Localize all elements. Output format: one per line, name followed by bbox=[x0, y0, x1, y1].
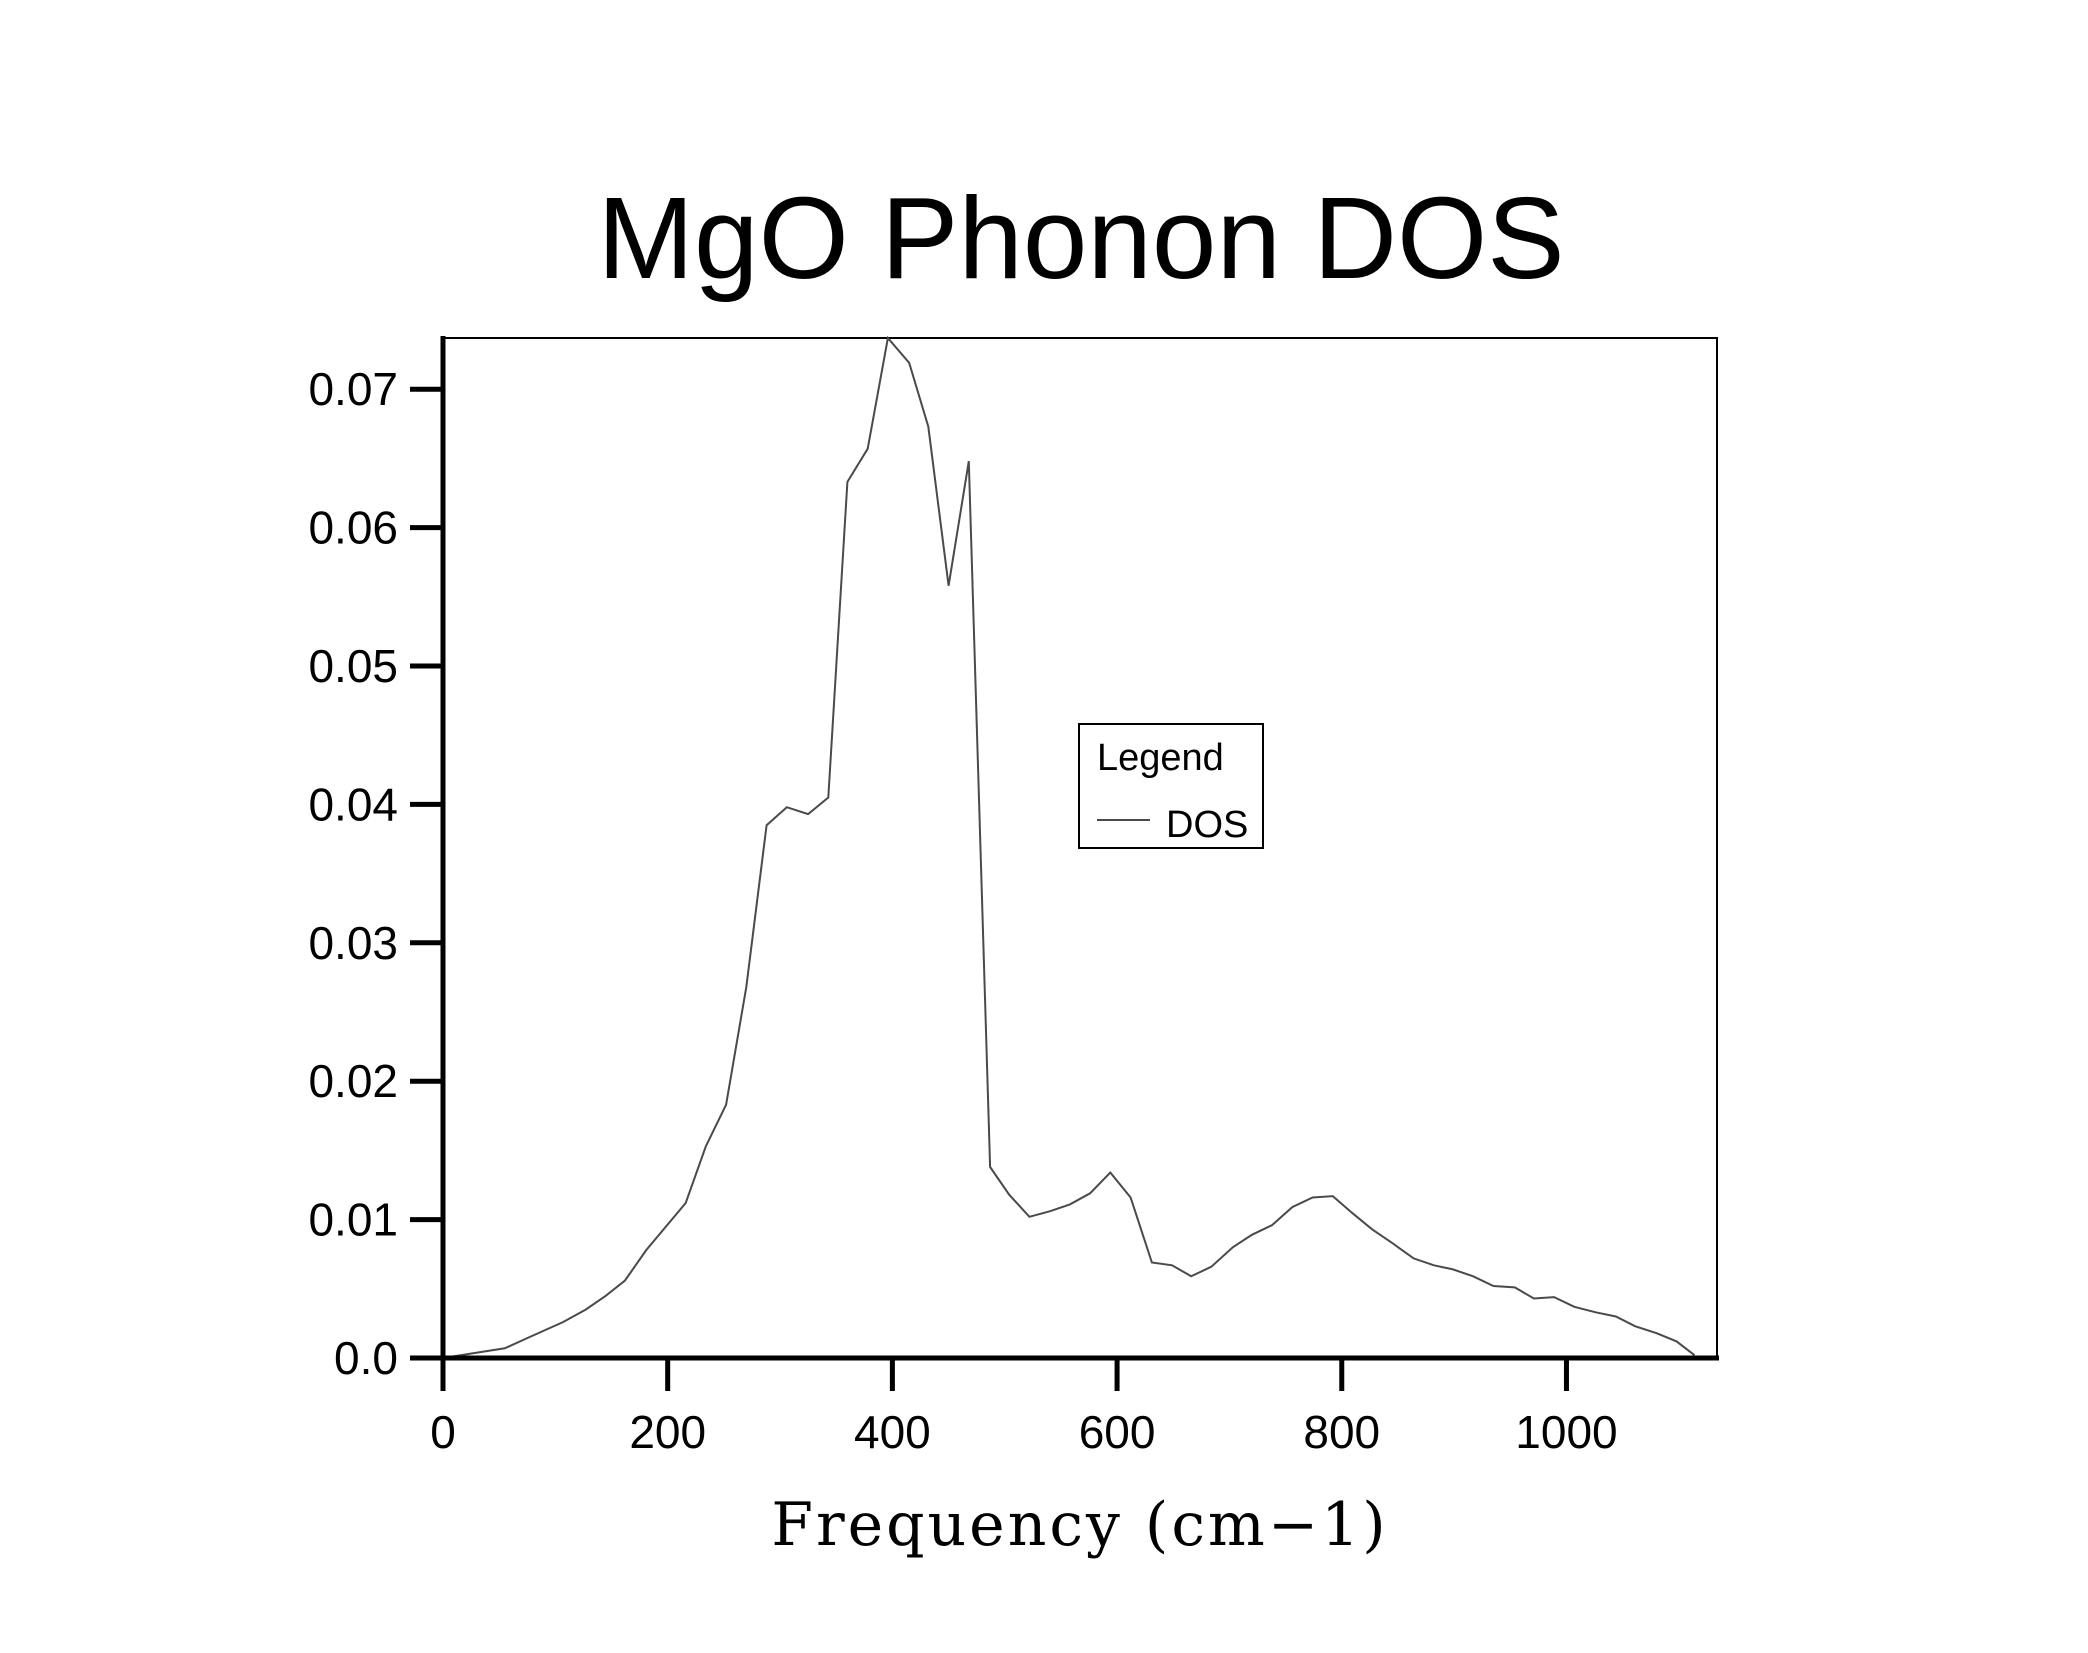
x-tick-label: 600 bbox=[1079, 1406, 1156, 1458]
chart-title: MgO Phonon DOS bbox=[597, 173, 1564, 303]
y-tick-label: 0.07 bbox=[308, 363, 398, 415]
y-ticks: 0.0 0.01 0.02 0.03 0.04 0.05 0.06 0.07 bbox=[308, 363, 443, 1384]
x-tick-label: 400 bbox=[854, 1406, 931, 1458]
y-tick-label: 0.05 bbox=[308, 640, 398, 692]
legend-title: Legend bbox=[1097, 737, 1224, 779]
x-axis-label: Frequency (cm−1) bbox=[771, 1490, 1388, 1560]
x-ticks: 0 200 400 600 800 1000 bbox=[430, 1358, 1618, 1458]
legend-label-dos: DOS bbox=[1166, 804, 1248, 846]
legend: Legend DOS bbox=[1078, 723, 1264, 849]
legend-box bbox=[1078, 723, 1264, 849]
y-tick-label: 0.0 bbox=[334, 1332, 398, 1384]
y-tick-label: 0.03 bbox=[308, 917, 398, 969]
x-tick-label: 200 bbox=[629, 1406, 706, 1458]
y-tick-label: 0.01 bbox=[308, 1194, 398, 1246]
x-tick-label: 1000 bbox=[1515, 1406, 1617, 1458]
y-tick-label: 0.02 bbox=[308, 1055, 398, 1107]
y-tick-label: 0.04 bbox=[308, 778, 398, 830]
y-tick-label: 0.06 bbox=[308, 502, 398, 554]
series-line-dos bbox=[442, 335, 1696, 1359]
x-tick-label: 800 bbox=[1303, 1406, 1380, 1458]
x-tick-label: 0 bbox=[430, 1406, 456, 1458]
data-layer bbox=[442, 335, 1696, 1359]
